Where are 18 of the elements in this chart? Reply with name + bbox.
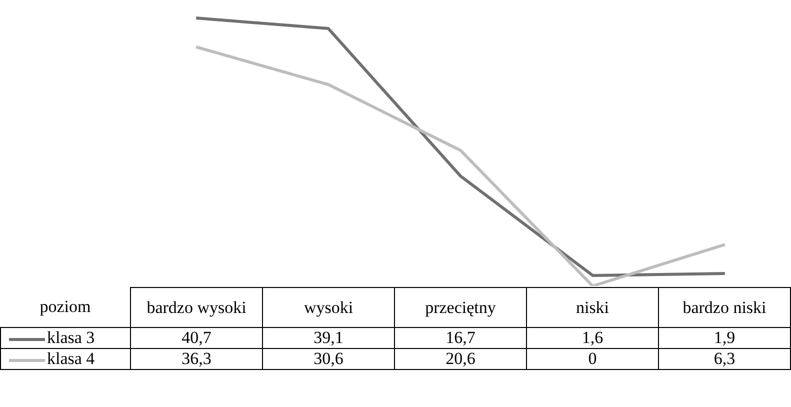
data-label: 36,3 bbox=[130, 348, 262, 370]
x-tick-label: przeciętny bbox=[394, 288, 526, 328]
x-tick-label: bardzo niski bbox=[658, 288, 790, 328]
data-label: 39,1 bbox=[262, 328, 394, 348]
data-label: 1,6 bbox=[526, 328, 658, 348]
data-label: 6,3 bbox=[658, 348, 790, 370]
x-axis-title: poziom bbox=[0, 288, 130, 328]
data-label: 30,6 bbox=[262, 348, 394, 370]
x-tick-label: niski bbox=[526, 288, 658, 328]
x-tick-label: wysoki bbox=[262, 288, 394, 328]
data-label: 16,7 bbox=[394, 328, 526, 348]
data-label: 20,6 bbox=[394, 348, 526, 370]
x-tick-label: bardzo wysoki bbox=[130, 288, 262, 328]
data-label: 0 bbox=[526, 348, 658, 370]
data-label: 1,9 bbox=[658, 328, 790, 348]
data-label: 40,7 bbox=[130, 328, 262, 348]
legend-label: klasa 4 bbox=[0, 348, 130, 370]
legend-label: klasa 3 bbox=[0, 328, 130, 348]
